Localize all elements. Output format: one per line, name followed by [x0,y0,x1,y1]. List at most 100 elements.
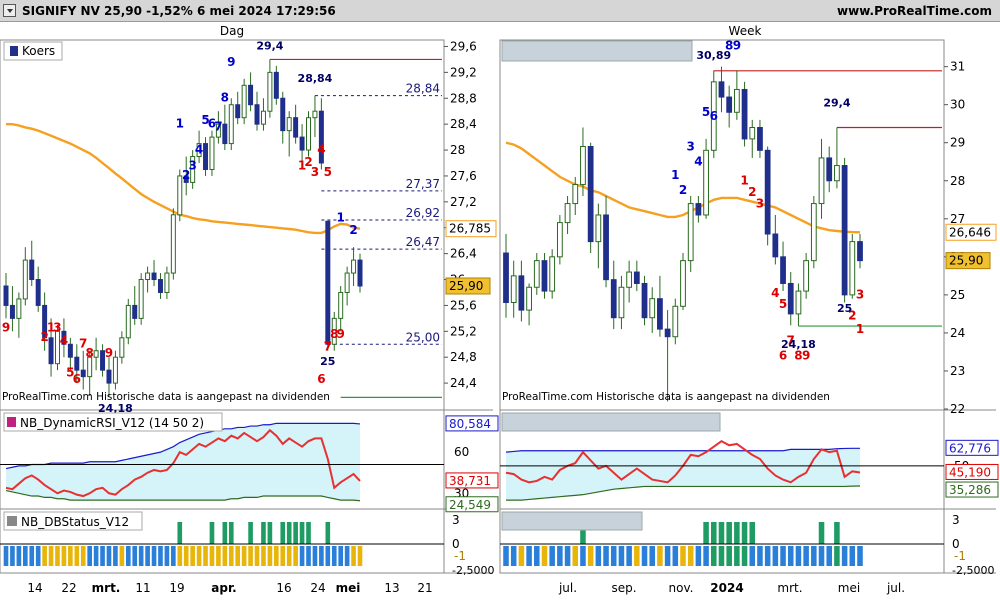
status-bar [306,546,311,566]
status-bar [610,546,617,566]
chart-area[interactable]: Dag29,629,228,828,42827,627,226,826,4262… [0,22,1000,600]
status-bar [641,546,648,566]
x-tick-label: apr. [211,581,236,595]
status-bar [826,546,832,566]
candle-body [338,291,344,319]
candle-body [260,110,266,125]
candle-body [518,275,525,311]
candle-body [795,290,802,315]
status-bar [664,546,671,566]
candle-body [849,241,856,296]
status-bar [764,546,771,566]
status-bar-positive [749,522,756,544]
count-label-up: 2 [349,223,357,237]
candle-body [235,104,241,119]
level-label: 27,37 [406,177,440,191]
rsi-value-box [945,439,999,456]
y-tick-label: 28,8 [450,91,477,105]
timeframe-label-daily: Dag [220,24,244,38]
status-tick-label: 0 [952,537,960,551]
candle-body [241,84,247,119]
count-label-up: 1 [176,116,184,130]
x-tick-label: mei [838,581,860,595]
count-label-down: 2 [40,330,48,344]
status-bar [325,546,331,566]
rsi-swatch [7,417,16,427]
count-label-down: 4 [771,286,779,300]
status-bar [158,546,163,566]
status-bar [657,546,663,566]
candle-body [248,84,254,106]
last-price-box [945,252,991,270]
status-bar [119,546,125,566]
count-label-down: 3 [856,288,864,302]
status-bar [726,546,732,566]
candle-body [306,117,312,151]
status-bar [145,546,150,566]
x-tick-label: mei [336,581,361,595]
status-bar-positive [818,522,825,544]
last-price-label: 25,90 [949,254,983,268]
status-bar [183,546,189,566]
data-note: ProRealTime.com Historische data is aang… [502,391,830,403]
x-tick-label: jul. [886,581,905,595]
status-bar [100,546,105,566]
status-bar [254,546,260,566]
status-bar [711,546,717,566]
count-label-down: 8 [794,349,802,363]
count-label-up: 4 [694,155,702,169]
rsi-value-box [945,481,999,498]
count-label-down: 5 [66,366,74,380]
level-label: 26,47 [406,235,440,249]
count-label-down: 1 [740,174,748,188]
count-label-up: 8 [221,91,229,105]
dropdown-arrow-icon[interactable] [3,4,16,17]
status-bar [803,546,809,566]
candle-body [733,88,740,113]
status-bar [222,546,228,566]
y-tick-label: 24,4 [450,376,477,390]
rsi-band [6,423,360,501]
status-bar [749,546,756,566]
site-url[interactable]: www.ProRealTime.com [837,4,992,18]
status-bar [351,546,356,566]
candle-body [312,110,318,119]
rsi-value-box [445,415,499,432]
level-label: 26,92 [406,206,440,220]
status-bar [171,546,176,566]
candle-body [183,175,189,183]
status-swatch [7,516,17,526]
candle-body [687,203,694,262]
status-bar [80,546,86,566]
candle-body [718,81,725,98]
y-tick-label: 28 [950,174,965,188]
moving-average-line [6,123,361,235]
status-legend-label: NB_DBStatus_V12 [21,515,129,529]
status-bar [734,546,740,566]
count-label-down: 1 [298,158,306,172]
count-label-up: 3 [687,139,695,153]
status-bar [818,546,825,566]
status-bar [695,546,702,566]
count-label-down: 9 [337,327,345,341]
candle-body [510,275,517,303]
count-label-down: 8 [85,346,93,360]
candle-body [741,88,748,140]
y-tick-label: 25 [950,288,965,302]
candle-body [810,203,817,262]
status-tick-label: 3 [452,513,460,527]
candle-body [87,356,93,378]
price-annotation: 30,89 [696,49,731,62]
status-bar-positive [293,522,298,544]
x-tick-label: 24 [310,581,325,595]
rsi-legend-placeholder [501,412,721,432]
count-label-up: 9 [227,55,235,69]
x-tick-label: 22 [61,581,76,595]
status-bar [74,546,80,566]
x-tick-label: 13 [384,581,399,595]
price-annotation: 29,4 [823,97,850,110]
status-bar [68,546,73,566]
count-label-down: 3 [53,320,61,334]
status-bar [235,546,241,566]
status-bar-positive [741,522,748,544]
